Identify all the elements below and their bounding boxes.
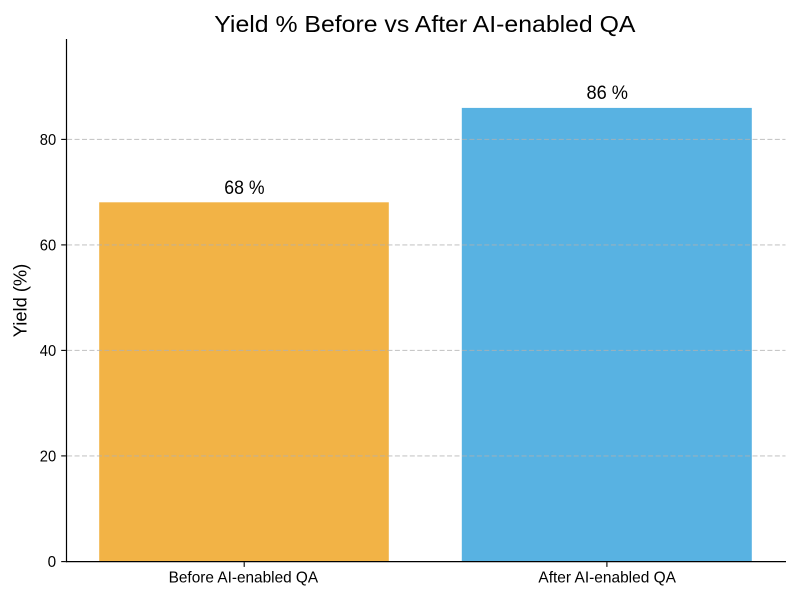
svg-text:After AI-enabled QA: After AI-enabled QA [538,570,676,587]
svg-text:20: 20 [40,448,56,465]
svg-text:60: 60 [40,237,56,254]
svg-text:86 %: 86 % [586,83,628,104]
svg-text:0: 0 [48,554,57,571]
svg-text:40: 40 [40,343,56,360]
svg-text:68 %: 68 % [224,178,264,199]
svg-text:Before AI-enabled QA: Before AI-enabled QA [169,570,319,587]
svg-text:Yield % Before vs After AI-ena: Yield % Before vs After AI-enabled QA [214,11,636,37]
svg-text:Yield (%): Yield (%) [11,264,31,338]
svg-text:80: 80 [40,132,56,149]
